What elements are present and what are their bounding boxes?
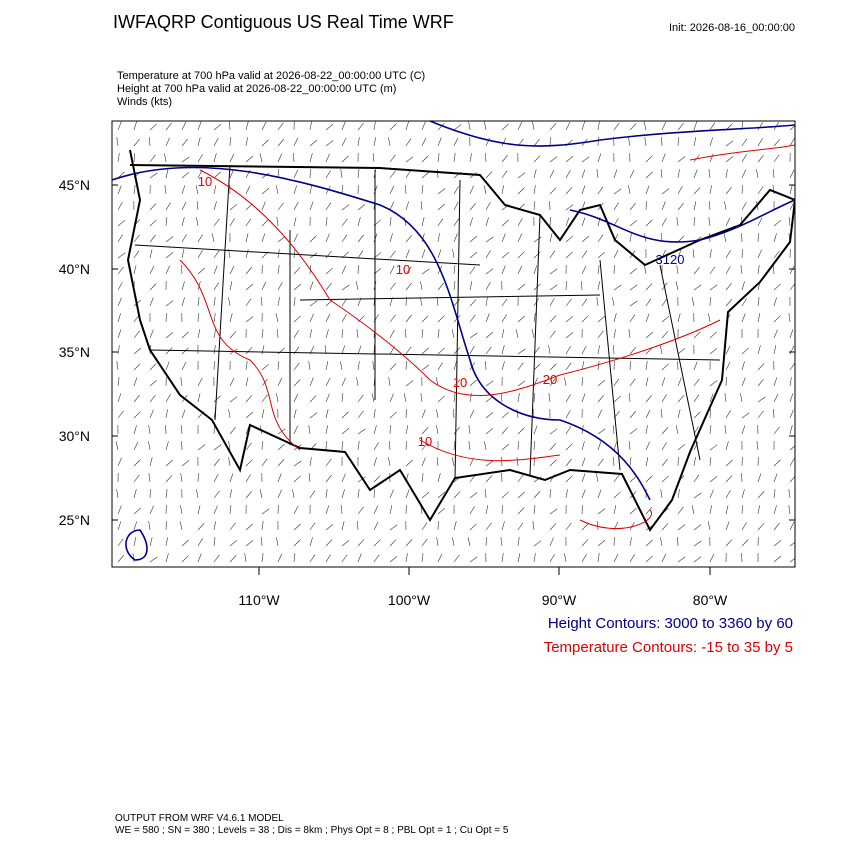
contour-label: 10 [396,262,410,277]
lat-label: 35°N [59,344,90,360]
lon-label: 90°W [542,592,577,608]
lon-label: 100°W [388,592,431,608]
lat-label: 40°N [59,261,90,277]
contour-label: 20 [543,372,557,387]
lat-label: 25°N [59,512,90,528]
lon-label: 80°W [693,592,728,608]
height-legend: Height Contours: 3000 to 3360 by 60 [548,615,793,632]
init-time: Init: 2026-08-16_00:00:00 [669,22,795,34]
footer-line: OUTPUT FROM WRF V4.6.1 MODEL [115,813,284,824]
title: IWFAQRP Contiguous US Real Time WRF [113,12,454,32]
footer-line: WE = 580 ; SN = 380 ; Levels = 38 ; Dis … [115,825,509,836]
field-label: Temperature at 700 hPa valid at 2026-08-… [117,70,425,82]
contour-label: 3120 [656,252,685,267]
contour-label: 10 [198,174,212,189]
temperature-legend: Temperature Contours: -15 to 35 by 5 [544,639,793,656]
contour-label: 10 [453,375,467,390]
lat-label: 30°N [59,428,90,444]
contour-label: 10 [418,434,432,449]
lon-label: 110°W [238,592,280,608]
lat-label: 45°N [59,177,90,193]
field-label: Height at 700 hPa valid at 2026-08-22_00… [117,83,396,95]
field-label: Winds (kts) [117,96,172,108]
